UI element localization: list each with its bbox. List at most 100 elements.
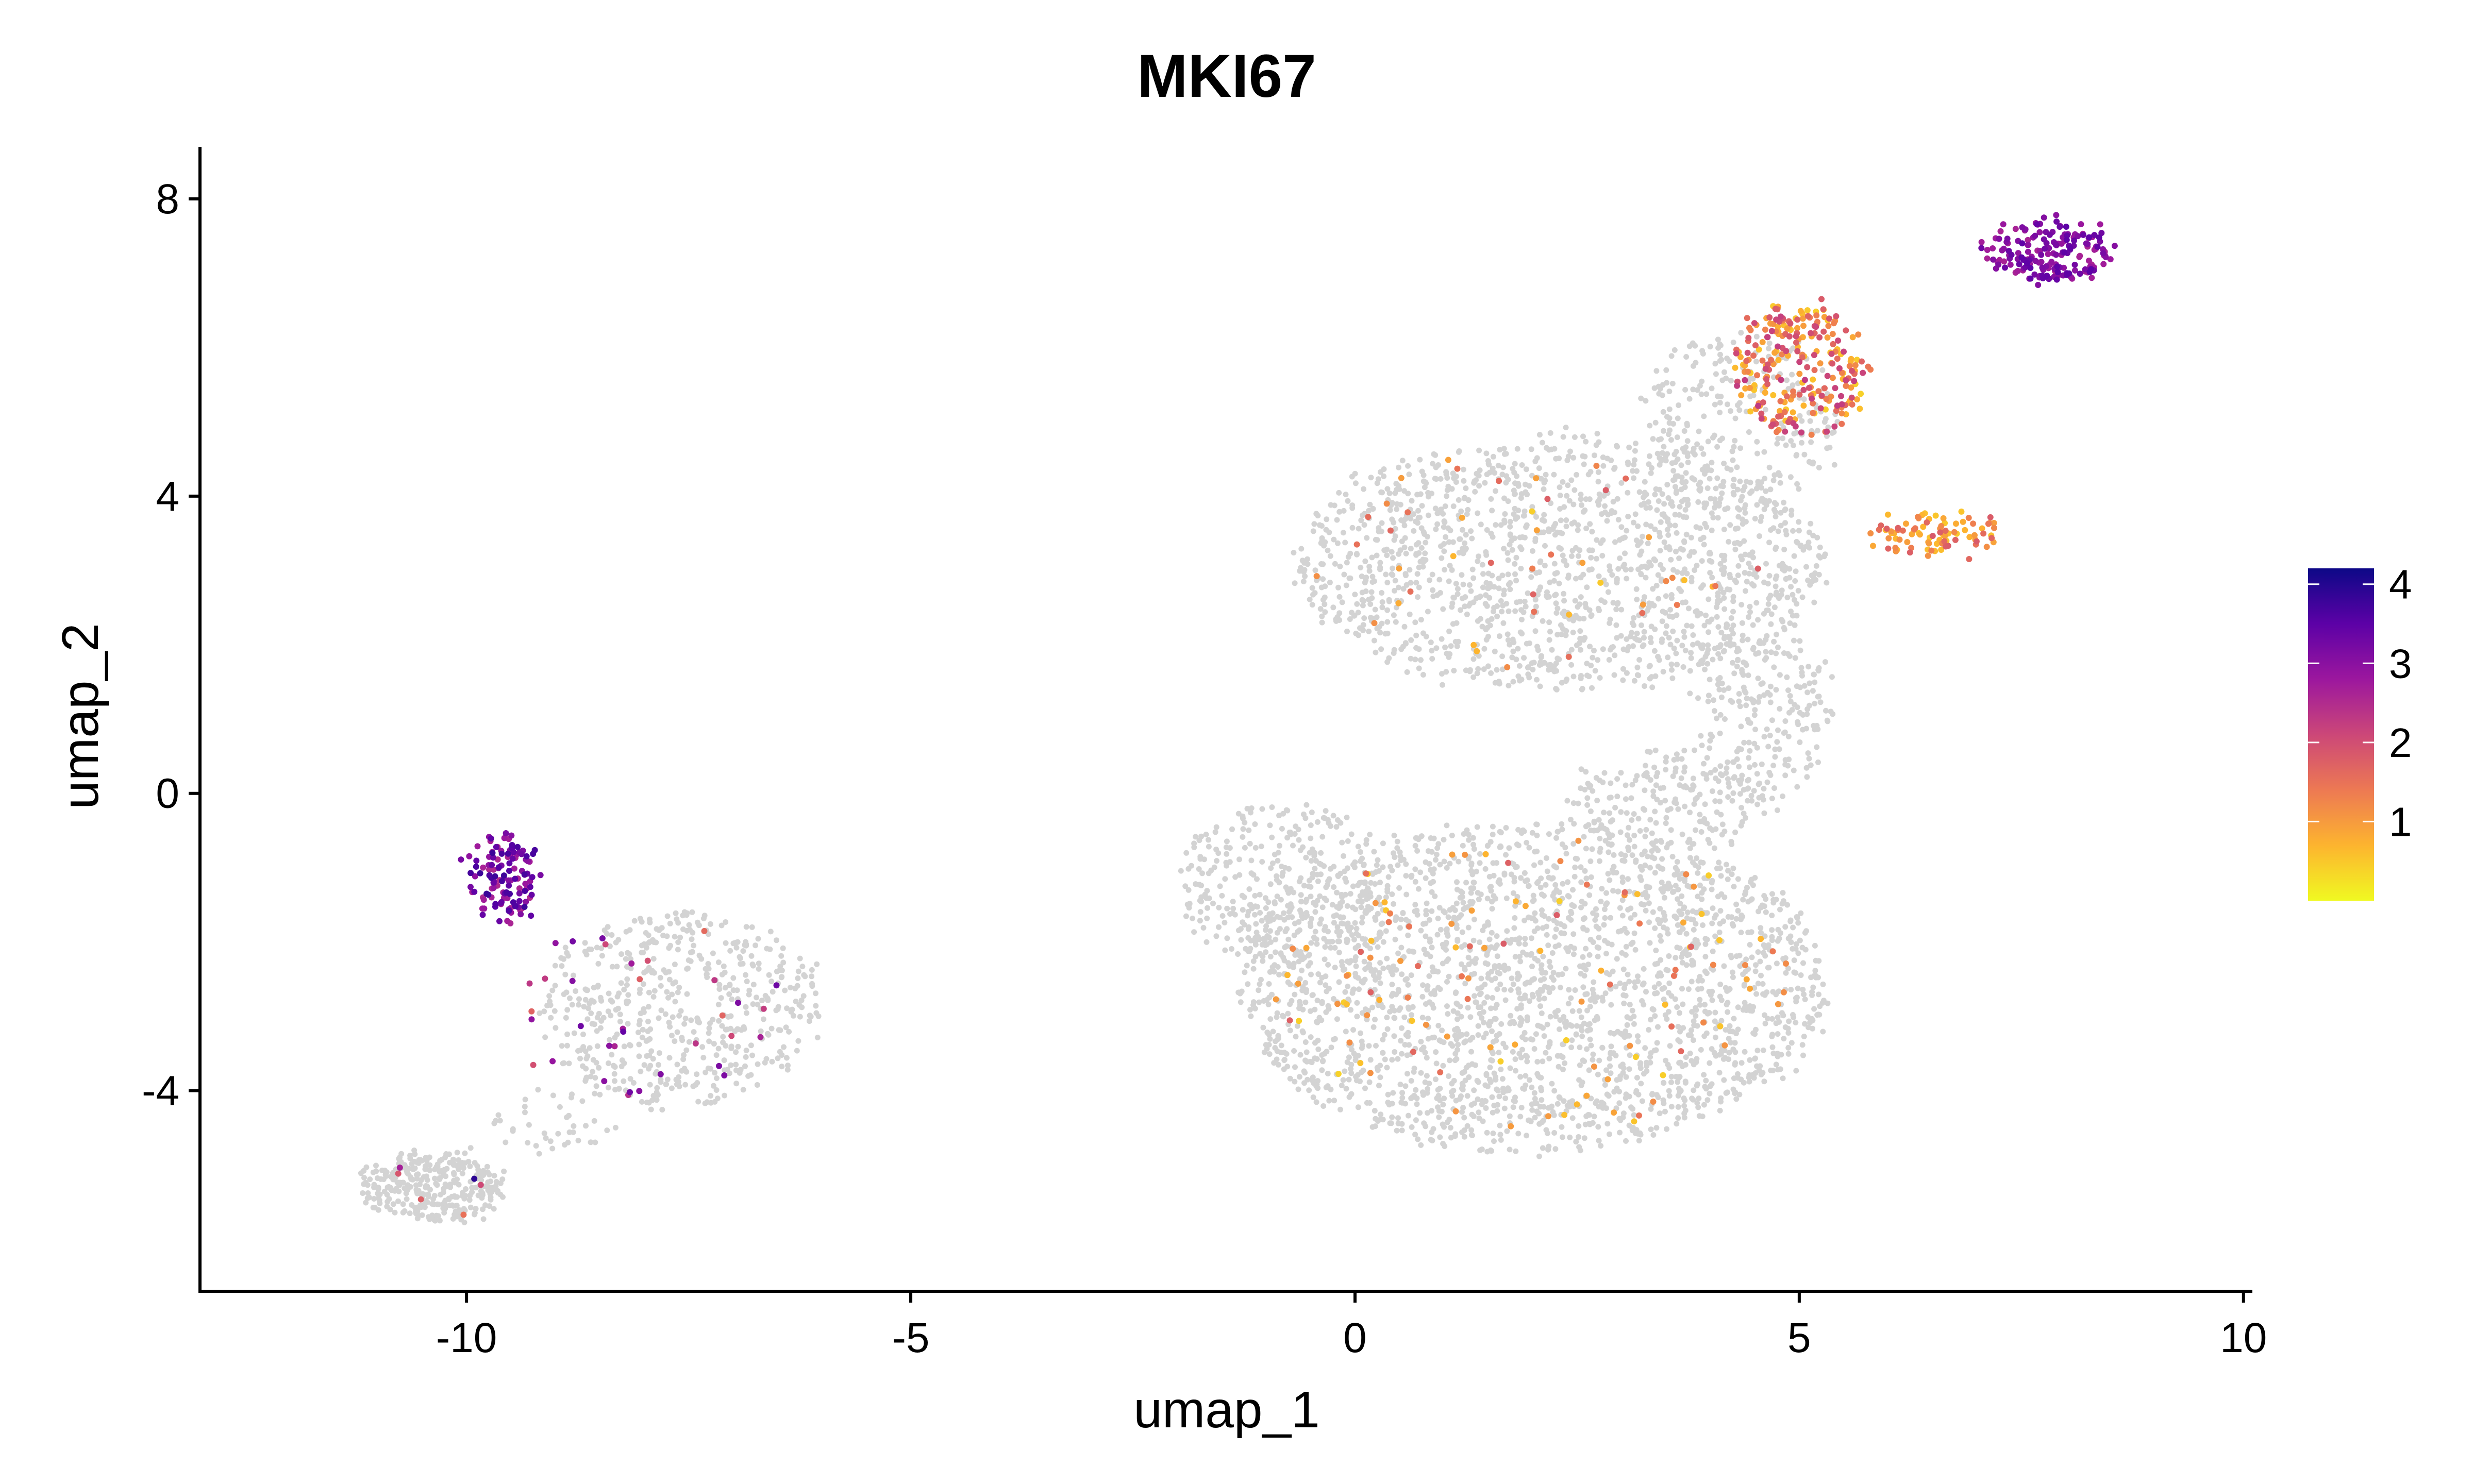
background-cell-point: [1779, 1010, 1785, 1016]
background-cell-point: [1272, 901, 1278, 906]
background-cell-point: [1471, 1087, 1477, 1093]
background-cell-point: [1693, 524, 1699, 530]
background-cell-point: [1774, 441, 1780, 447]
background-cell-point: [1640, 643, 1646, 649]
background-cell-point: [727, 948, 733, 954]
background-cell-point: [1785, 1051, 1792, 1057]
background-cell-point: [1489, 1028, 1495, 1034]
background-cell-point: [1779, 587, 1785, 594]
background-cell-point: [1788, 1040, 1795, 1046]
background-cell-point: [1597, 858, 1602, 864]
background-cell-point: [1377, 960, 1383, 966]
background-cell-point: [1550, 969, 1557, 975]
background-cell-point: [1528, 446, 1534, 452]
background-cell-point: [1568, 943, 1574, 950]
background-cell-point: [1373, 536, 1379, 543]
background-cell-point: [1408, 637, 1414, 643]
background-cell-point: [1446, 578, 1452, 584]
background-cell-point: [1372, 1123, 1378, 1129]
background-cell-point: [1490, 860, 1496, 866]
background-cell-point: [1541, 529, 1547, 535]
background-cell-point: [1407, 611, 1413, 617]
background-cell-point: [1565, 1001, 1572, 1007]
background-cell-point: [1414, 1101, 1420, 1107]
background-cell-point: [1302, 1039, 1309, 1045]
background-cell-point: [1707, 745, 1713, 751]
background-cell-point: [1717, 798, 1723, 804]
background-cell-point: [1524, 640, 1530, 647]
background-cell-point: [564, 1007, 571, 1013]
background-cell-point: [1227, 911, 1233, 917]
background-cell-point: [1273, 949, 1278, 955]
background-cell-point: [1641, 635, 1647, 641]
background-cell-point: [1503, 852, 1509, 858]
background-cell-point: [1558, 622, 1564, 628]
background-cell-point: [1507, 586, 1513, 593]
background-cell-point: [1536, 1153, 1542, 1159]
background-cell-point: [1752, 762, 1758, 768]
background-cell-point: [1697, 1002, 1703, 1008]
background-cell-point: [1608, 915, 1614, 921]
background-cell-point: [1522, 1030, 1528, 1036]
background-cell-point: [1807, 680, 1813, 686]
background-cell-point: [1692, 567, 1698, 573]
background-cell-point: [1302, 815, 1309, 821]
background-cell-point: [1759, 496, 1765, 502]
background-cell-point: [1586, 1067, 1592, 1073]
background-cell-point: [1399, 1100, 1405, 1106]
background-cell-point: [1729, 641, 1735, 647]
background-cell-point: [1423, 908, 1429, 914]
background-cell-point: [1263, 1042, 1269, 1048]
background-cell-point: [1536, 662, 1543, 668]
background-cell-point: [1553, 835, 1559, 841]
background-cell-point: [1599, 1100, 1605, 1106]
background-cell-point: [1447, 563, 1453, 569]
background-cell-point: [1267, 1036, 1273, 1042]
background-cell-point: [1639, 1098, 1645, 1104]
background-cell-point: [1366, 564, 1373, 570]
background-cell-point: [1709, 788, 1715, 794]
background-cell-point: [1749, 798, 1755, 804]
background-cell-point: [1559, 821, 1565, 827]
background-cell-point: [1539, 988, 1545, 994]
background-cell-point: [1816, 958, 1822, 964]
background-cell-point: [1507, 524, 1513, 530]
background-cell-point: [1572, 864, 1578, 870]
background-cell-point: [1690, 908, 1696, 914]
background-cell-point: [1320, 1103, 1327, 1109]
background-cell-point: [1729, 914, 1735, 920]
background-cell-point: [1475, 890, 1481, 896]
background-cell-point: [1773, 514, 1779, 519]
background-cell-point: [1517, 629, 1524, 635]
background-cell-point: [1797, 647, 1803, 653]
background-cell-point: [1422, 1079, 1428, 1085]
background-cell-point: [1551, 1088, 1558, 1094]
background-cell-point: [1575, 604, 1581, 610]
background-cell-point: [1348, 1070, 1355, 1076]
background-cell-point: [1644, 608, 1650, 614]
background-cell-point: [1324, 1049, 1330, 1055]
background-cell-point: [1767, 692, 1773, 698]
background-cell-point: [679, 1035, 685, 1041]
background-cell-point: [1477, 860, 1483, 866]
background-cell-point: [1308, 893, 1314, 900]
background-cell-point: [1541, 996, 1547, 1002]
background-cell-point: [1674, 612, 1680, 618]
background-cell-point: [1330, 813, 1336, 819]
background-cell-point: [1451, 475, 1457, 481]
background-cell-point: [1654, 507, 1660, 513]
background-cell-point: [1728, 378, 1734, 384]
background-cell-point: [1792, 578, 1798, 584]
background-cell-point: [795, 975, 801, 981]
background-cell-point: [1489, 508, 1495, 514]
background-cell-point: [1492, 648, 1498, 654]
background-cell-point: [1593, 923, 1599, 930]
background-cell-point: [1544, 589, 1550, 595]
background-cell-point: [1245, 981, 1251, 987]
background-cell-point: [1336, 594, 1343, 600]
background-cell-point: [1642, 563, 1648, 569]
background-cell-point: [1332, 561, 1338, 567]
background-cell-point: [1497, 981, 1503, 987]
background-cell-point: [1375, 857, 1381, 863]
background-cell-point: [1463, 880, 1469, 886]
